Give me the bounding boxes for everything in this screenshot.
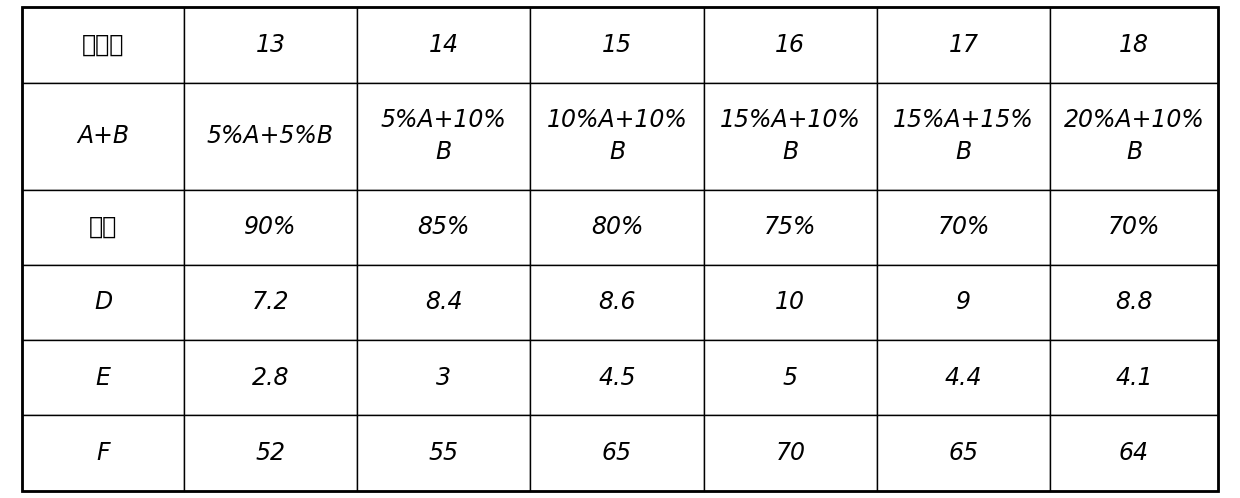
Text: 17: 17 bbox=[949, 33, 978, 57]
Text: 55: 55 bbox=[429, 441, 459, 465]
Text: 90%: 90% bbox=[244, 215, 296, 239]
Bar bbox=[184, 415, 357, 491]
Bar bbox=[531, 83, 703, 190]
Bar bbox=[703, 7, 877, 83]
Text: 5%A+10%
B: 5%A+10% B bbox=[381, 109, 507, 164]
Bar bbox=[1050, 7, 1218, 83]
Text: 8.8: 8.8 bbox=[1115, 290, 1153, 314]
Bar bbox=[357, 190, 531, 265]
Bar bbox=[877, 7, 1050, 83]
Text: 18: 18 bbox=[1118, 33, 1149, 57]
Bar bbox=[22, 190, 184, 265]
Bar bbox=[877, 340, 1050, 415]
Bar bbox=[184, 265, 357, 340]
Bar bbox=[703, 190, 877, 265]
Text: 9: 9 bbox=[956, 290, 971, 314]
Text: 70%: 70% bbox=[1107, 215, 1161, 239]
Text: 70%: 70% bbox=[937, 215, 990, 239]
Text: 3: 3 bbox=[436, 366, 451, 389]
Text: 13: 13 bbox=[255, 33, 285, 57]
Bar bbox=[184, 190, 357, 265]
Text: 5: 5 bbox=[782, 366, 797, 389]
Bar bbox=[531, 190, 703, 265]
Bar bbox=[1050, 83, 1218, 190]
Bar bbox=[531, 7, 703, 83]
Text: 80%: 80% bbox=[590, 215, 644, 239]
Bar bbox=[22, 83, 184, 190]
Text: 65: 65 bbox=[949, 441, 978, 465]
Bar bbox=[703, 340, 877, 415]
Text: 2.8: 2.8 bbox=[252, 366, 289, 389]
Text: F: F bbox=[97, 441, 110, 465]
Bar bbox=[877, 415, 1050, 491]
Text: 7.2: 7.2 bbox=[252, 290, 289, 314]
Text: 20%A+10%
B: 20%A+10% B bbox=[1064, 109, 1204, 164]
Text: 10%A+10%
B: 10%A+10% B bbox=[547, 109, 687, 164]
Text: 70: 70 bbox=[775, 441, 805, 465]
Text: 4.1: 4.1 bbox=[1115, 366, 1153, 389]
Bar bbox=[357, 7, 531, 83]
Text: 10: 10 bbox=[775, 290, 805, 314]
Text: 8.4: 8.4 bbox=[425, 290, 463, 314]
Text: 85%: 85% bbox=[418, 215, 470, 239]
Text: D: D bbox=[94, 290, 112, 314]
Bar bbox=[1050, 190, 1218, 265]
Text: 15%A+15%
B: 15%A+15% B bbox=[893, 109, 1034, 164]
Bar bbox=[357, 415, 531, 491]
Bar bbox=[877, 190, 1050, 265]
Bar bbox=[877, 83, 1050, 190]
Bar bbox=[357, 340, 531, 415]
Bar bbox=[531, 265, 703, 340]
Text: 64: 64 bbox=[1118, 441, 1149, 465]
Bar bbox=[184, 83, 357, 190]
Bar bbox=[877, 265, 1050, 340]
Bar bbox=[703, 415, 877, 491]
Bar bbox=[184, 7, 357, 83]
Text: 实施例: 实施例 bbox=[82, 33, 124, 57]
Text: 15%A+10%
B: 15%A+10% B bbox=[720, 109, 861, 164]
Bar bbox=[22, 265, 184, 340]
Text: 75%: 75% bbox=[764, 215, 817, 239]
Text: 5%A+5%B: 5%A+5%B bbox=[207, 124, 334, 148]
Bar bbox=[22, 340, 184, 415]
Text: E: E bbox=[95, 366, 110, 389]
Bar bbox=[703, 83, 877, 190]
Text: 4.4: 4.4 bbox=[945, 366, 982, 389]
Text: A+B: A+B bbox=[77, 124, 129, 148]
Bar bbox=[357, 83, 531, 190]
Text: 65: 65 bbox=[601, 441, 632, 465]
Text: 14: 14 bbox=[429, 33, 459, 57]
Bar bbox=[22, 7, 184, 83]
Bar bbox=[531, 415, 703, 491]
Bar bbox=[22, 415, 184, 491]
Bar bbox=[1050, 415, 1218, 491]
Bar bbox=[703, 265, 877, 340]
Bar bbox=[1050, 265, 1218, 340]
Bar bbox=[357, 265, 531, 340]
Text: 4.5: 4.5 bbox=[598, 366, 636, 389]
Bar bbox=[531, 340, 703, 415]
Bar bbox=[184, 340, 357, 415]
Bar bbox=[1050, 340, 1218, 415]
Text: 柴油: 柴油 bbox=[89, 215, 117, 239]
Text: 8.6: 8.6 bbox=[598, 290, 636, 314]
Text: 52: 52 bbox=[255, 441, 285, 465]
Text: 16: 16 bbox=[775, 33, 805, 57]
Text: 15: 15 bbox=[601, 33, 632, 57]
